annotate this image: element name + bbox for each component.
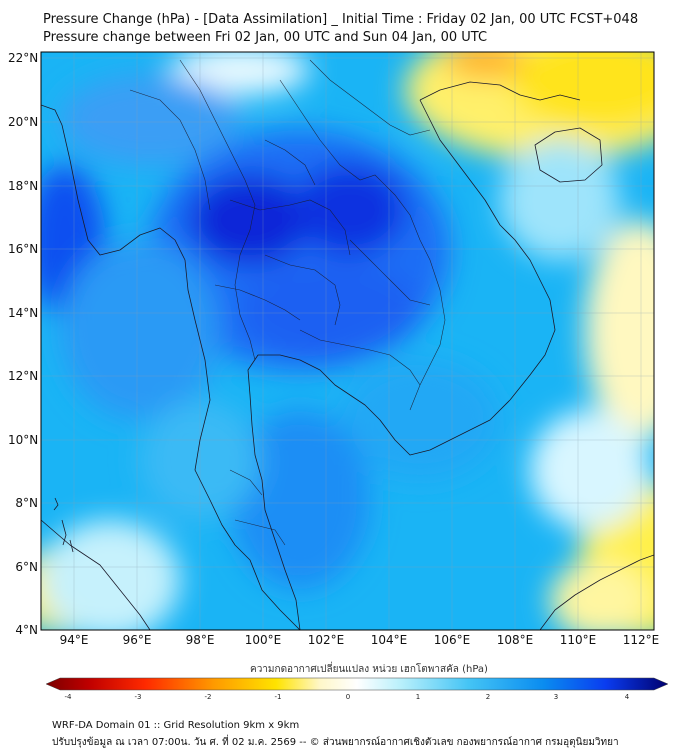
- pressure-field: [41, 52, 654, 630]
- colorbar-tick: 4: [624, 693, 630, 701]
- lon-label: 112°E: [622, 633, 660, 647]
- colorbar-tick: 1: [415, 693, 421, 701]
- lat-label: 6°N: [15, 560, 38, 574]
- map-frame: [40, 51, 655, 631]
- lon-label: 96°E: [122, 633, 152, 647]
- lon-label: 110°E: [559, 633, 597, 647]
- colorbar: [45, 677, 669, 691]
- lat-label: 10°N: [8, 433, 39, 447]
- lon-label: 94°E: [59, 633, 89, 647]
- colorbar-tick: -2: [204, 693, 212, 701]
- lon-label: 108°E: [496, 633, 534, 647]
- country-borders: [129, 59, 446, 546]
- footer-update-info: ปรับปรุงข้อมูล ณ เวลา 07:00น. วัน ศ. ที่…: [52, 737, 619, 748]
- lon-label: 98°E: [185, 633, 215, 647]
- lon-label: 102°E: [307, 633, 345, 647]
- lat-label: 20°N: [8, 115, 39, 129]
- colorbar-title: ความกดอากาศเปลี่ยนแปลง หน่วย เฮกโตพาสคัล…: [250, 664, 488, 675]
- lat-label: 8°N: [15, 496, 38, 510]
- lon-label: 100°E: [244, 633, 282, 647]
- map-title: Pressure Change (hPa) - [Data Assimilati…: [43, 12, 639, 27]
- lat-label: 12°N: [8, 369, 39, 383]
- colorbar-tick: 2: [485, 693, 491, 701]
- lon-label: 106°E: [433, 633, 471, 647]
- lat-label: 14°N: [8, 306, 39, 320]
- colorbar-tick: -3: [134, 693, 142, 701]
- coastlines: [41, 81, 654, 630]
- footer-model-info: WRF-DA Domain 01 :: Grid Resolution 9km …: [52, 720, 300, 731]
- colorbar-tick: -1: [274, 693, 282, 701]
- lat-label: 18°N: [8, 179, 39, 193]
- map-subtitle: Pressure change between Fri 02 Jan, 00 U…: [43, 30, 488, 45]
- lat-label: 22°N: [8, 51, 39, 65]
- lon-label: 104°E: [370, 633, 408, 647]
- colorbar-tick: -4: [64, 693, 72, 701]
- colorbar-tick: 3: [553, 693, 559, 701]
- lat-label: 16°N: [8, 242, 39, 256]
- lat-label: 4°N: [15, 623, 38, 637]
- colorbar-tick: 0: [345, 693, 351, 701]
